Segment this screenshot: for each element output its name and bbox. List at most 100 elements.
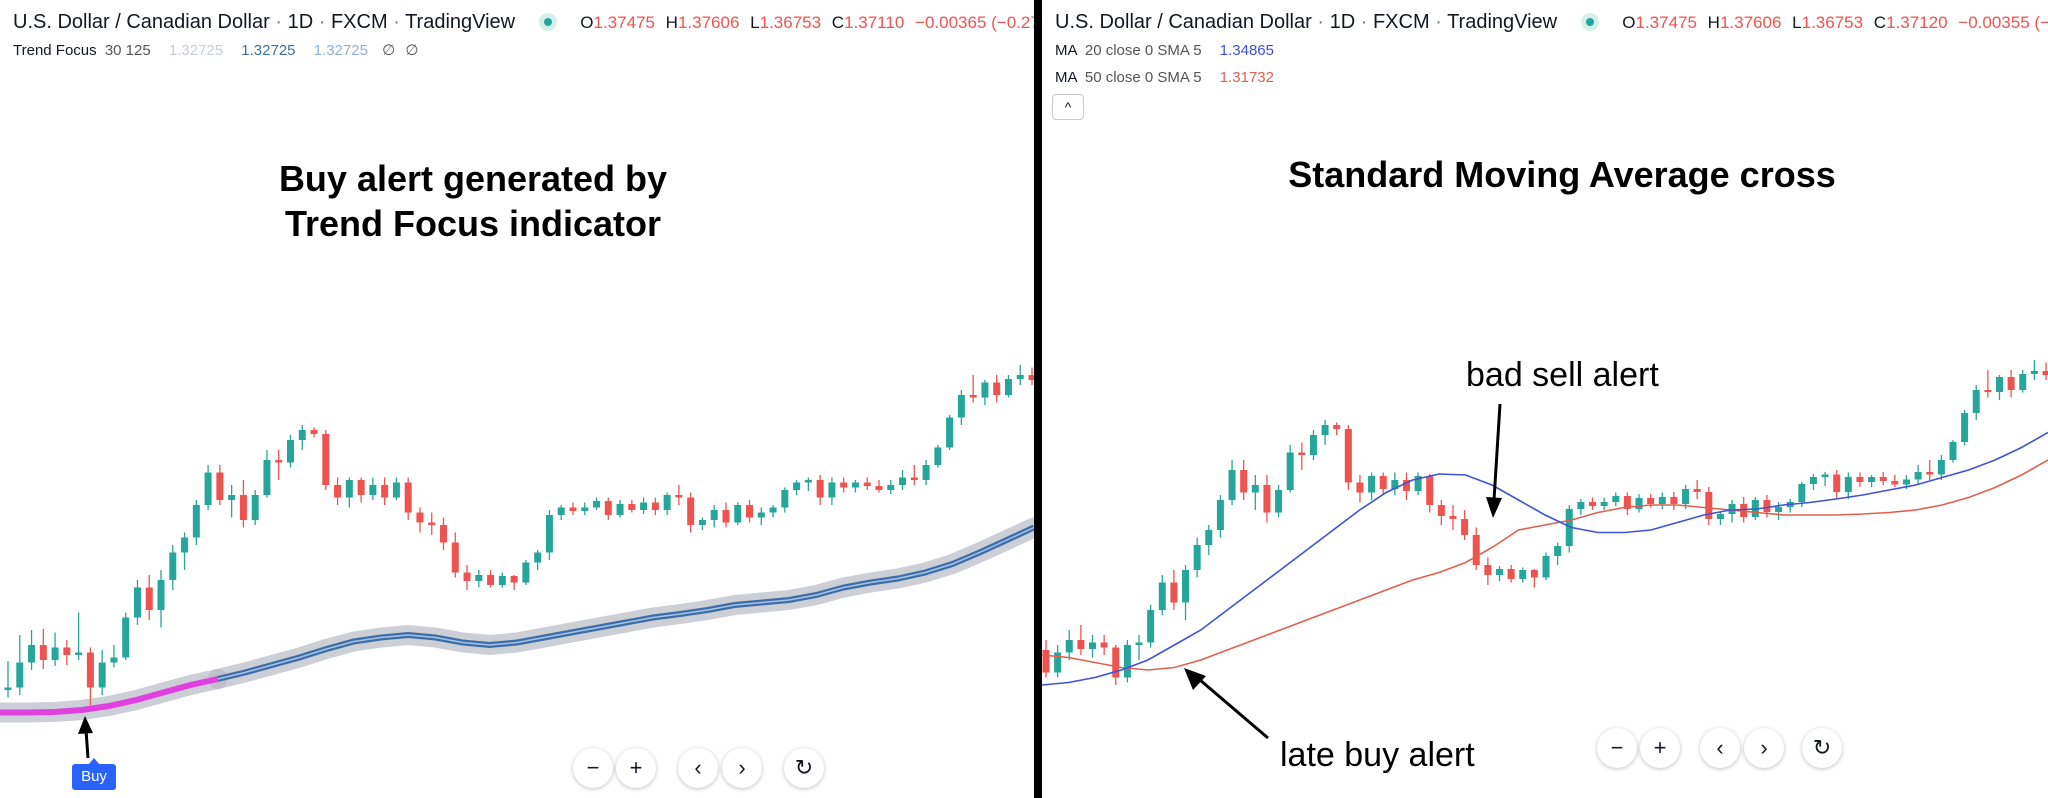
candle[interactable] <box>110 645 118 668</box>
zoom-out-button[interactable]: − <box>1597 728 1637 768</box>
candle[interactable] <box>1809 474 1817 490</box>
candle[interactable] <box>1147 605 1155 648</box>
candle[interactable] <box>1426 474 1434 513</box>
candle[interactable] <box>1321 420 1329 445</box>
candle[interactable] <box>1193 537 1201 578</box>
candle[interactable] <box>840 477 848 493</box>
ma20-legend[interactable]: MA 20 close 0 SMA 5 1.34865 <box>1055 41 1274 61</box>
candle[interactable] <box>1658 492 1666 510</box>
candle[interactable] <box>228 485 236 518</box>
candle[interactable] <box>216 465 224 505</box>
candle[interactable] <box>934 445 942 468</box>
candle[interactable] <box>1437 500 1445 525</box>
candle[interactable] <box>663 492 671 516</box>
candle[interactable] <box>310 427 318 438</box>
candle[interactable] <box>698 517 706 531</box>
scroll-right-button[interactable]: › <box>722 748 762 788</box>
candle[interactable] <box>710 505 718 528</box>
candle[interactable] <box>428 512 436 536</box>
candle[interactable] <box>1054 645 1062 678</box>
candle[interactable] <box>593 497 601 511</box>
candle[interactable] <box>1414 472 1422 496</box>
candle[interactable] <box>181 532 189 571</box>
candle[interactable] <box>922 460 930 485</box>
interval[interactable]: 1D <box>287 11 314 33</box>
ma50-line[interactable] <box>1042 459 2048 671</box>
symbol-header[interactable]: U.S. Dollar / Canadian Dollar · 1D · FXC… <box>1055 9 2048 36</box>
candle[interactable] <box>793 480 801 495</box>
candle[interactable] <box>1972 385 1980 420</box>
candle[interactable] <box>1565 505 1573 553</box>
symbol-name[interactable]: U.S. Dollar / Canadian Dollar <box>13 11 270 33</box>
candle[interactable] <box>2030 360 2038 380</box>
reset-chart-button[interactable]: ↻ <box>1802 728 1842 768</box>
candle[interactable] <box>322 430 330 490</box>
candle[interactable] <box>969 375 977 403</box>
candle[interactable] <box>545 510 553 560</box>
candle[interactable] <box>1693 480 1701 499</box>
candle[interactable] <box>1716 511 1724 525</box>
right-chart-panel[interactable]: U.S. Dollar / Canadian Dollar · 1D · FXC… <box>1042 0 2048 798</box>
candle[interactable] <box>1356 475 1364 503</box>
candle[interactable] <box>1530 569 1538 588</box>
ma50-legend[interactable]: MA 50 close 0 SMA 5 1.31732 <box>1055 68 1274 88</box>
interval[interactable]: 1D <box>1329 11 1356 33</box>
candle[interactable] <box>381 477 389 506</box>
candle[interactable] <box>1216 495 1224 538</box>
candle[interactable] <box>169 545 177 590</box>
candle[interactable] <box>439 517 447 551</box>
candle[interactable] <box>451 532 459 578</box>
scroll-left-button[interactable]: ‹ <box>678 748 718 788</box>
candle[interactable] <box>1123 640 1131 683</box>
candle[interactable] <box>651 497 659 516</box>
candle[interactable] <box>757 507 765 526</box>
buy-signal-label[interactable]: Buy <box>72 758 116 790</box>
candle[interactable] <box>722 502 730 528</box>
candle[interactable] <box>828 477 836 506</box>
candle[interactable] <box>1623 492 1631 516</box>
candle[interactable] <box>863 477 871 491</box>
candle[interactable] <box>1577 499 1585 515</box>
candle[interactable] <box>1042 640 1050 678</box>
candle[interactable] <box>1379 472 1387 496</box>
candle[interactable] <box>1821 472 1829 486</box>
candle[interactable] <box>28 630 36 670</box>
candle[interactable] <box>946 415 954 450</box>
left-chart-canvas[interactable] <box>0 0 1034 798</box>
market-status-icon[interactable] <box>538 13 557 31</box>
candle[interactable] <box>1251 475 1259 510</box>
candle[interactable] <box>251 490 259 525</box>
candle[interactable] <box>1589 497 1597 511</box>
candle[interactable] <box>1100 635 1108 655</box>
candle[interactable] <box>75 612 83 661</box>
candle[interactable] <box>616 500 624 518</box>
candle[interactable] <box>1016 365 1024 385</box>
zoom-out-button[interactable]: − <box>573 748 613 788</box>
candle[interactable] <box>1028 367 1035 386</box>
candle[interactable] <box>345 477 353 508</box>
candle[interactable] <box>581 502 589 516</box>
trend-focus-line[interactable] <box>217 524 1034 682</box>
candle[interactable] <box>1635 494 1643 513</box>
candle[interactable] <box>1158 575 1166 615</box>
candle[interactable] <box>204 465 212 510</box>
candle[interactable] <box>1961 410 1969 445</box>
candle[interactable] <box>1344 425 1352 490</box>
ma50-name[interactable]: MA <box>1055 69 1077 86</box>
symbol-name[interactable]: U.S. Dollar / Canadian Dollar <box>1055 11 1312 33</box>
candle[interactable] <box>569 502 577 516</box>
ma20-name[interactable]: MA <box>1055 42 1077 59</box>
candle[interactable] <box>1309 430 1317 460</box>
candle[interactable] <box>16 635 24 695</box>
candle[interactable] <box>851 480 859 493</box>
candle[interactable] <box>1926 460 1934 480</box>
candle[interactable] <box>157 570 165 628</box>
candle[interactable] <box>357 477 365 503</box>
candle[interactable] <box>1507 565 1515 583</box>
candle[interactable] <box>1112 645 1120 685</box>
candle[interactable] <box>1089 635 1097 658</box>
candle[interactable] <box>734 502 742 526</box>
candle[interactable] <box>1391 472 1399 496</box>
candle[interactable] <box>769 505 777 518</box>
candle[interactable] <box>1472 527 1480 571</box>
